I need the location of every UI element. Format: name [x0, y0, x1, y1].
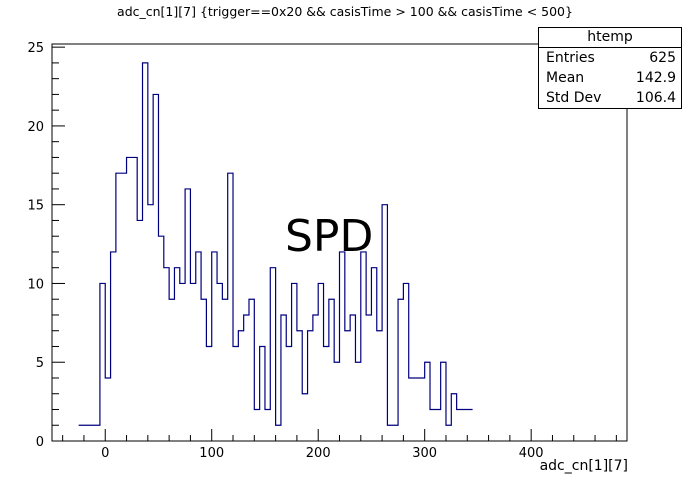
stats-row-mean: Mean 142.9 [539, 68, 681, 88]
stats-value: 142.9 [635, 70, 676, 86]
stats-title: htemp [539, 28, 681, 48]
y-tick-label: 15 [27, 199, 44, 214]
stats-box: htemp Entries 625 Mean 142.9 Std Dev 106… [538, 27, 682, 109]
stats-label: Std Dev [546, 90, 602, 106]
stats-label: Entries [546, 50, 595, 66]
x-tick-label: 300 [412, 446, 437, 461]
x-tick-label: 100 [199, 446, 224, 461]
stats-value: 625 [649, 50, 676, 66]
y-tick-label: 0 [36, 435, 44, 450]
x-axis-label: adc_cn[1][7] [539, 458, 628, 474]
y-tick-label: 10 [27, 277, 44, 292]
x-tick-label: 400 [519, 446, 544, 461]
y-tick-label: 5 [36, 356, 44, 371]
stats-value: 106.4 [635, 90, 676, 106]
y-tick-label: 20 [27, 120, 44, 135]
chart-title: adc_cn[1][7] {trigger==0x20 && casisTime… [117, 4, 573, 19]
histogram-line [78, 62, 473, 426]
y-tick-label: 25 [27, 41, 44, 56]
spd-annotation: SPD [285, 211, 374, 262]
stats-label: Mean [546, 70, 585, 86]
stats-row-stddev: Std Dev 106.4 [539, 88, 681, 108]
stats-row-entries: Entries 625 [539, 48, 681, 68]
x-tick-label: 200 [306, 446, 331, 461]
x-tick-label: 0 [101, 446, 109, 461]
